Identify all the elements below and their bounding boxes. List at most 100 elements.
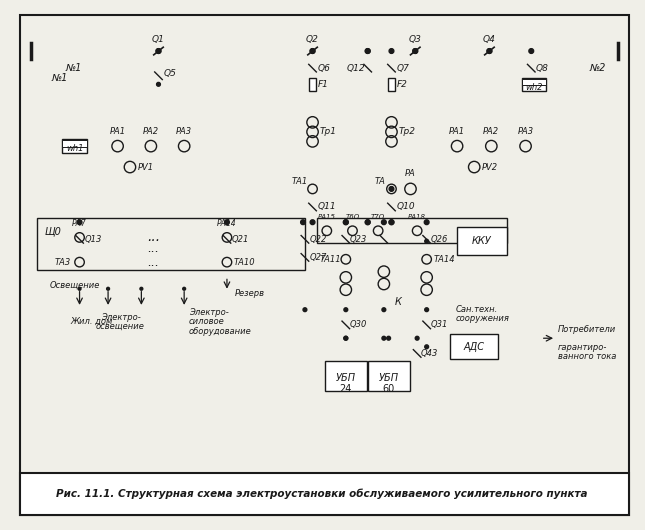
Circle shape [382,308,386,312]
Text: Q1: Q1 [152,36,165,45]
Text: Q23: Q23 [350,235,367,244]
Circle shape [381,220,386,225]
Text: УБП: УБП [336,373,356,383]
Text: К: К [395,297,402,307]
Circle shape [343,220,348,225]
Bar [37,218,305,270]
Bar [63,139,87,153]
Text: РА: РА [405,170,416,179]
Circle shape [529,49,533,54]
Text: ККУ: ККУ [472,236,491,246]
Text: ТА1: ТА1 [292,177,308,186]
Circle shape [224,220,230,225]
Circle shape [365,220,370,225]
Text: силовое: силовое [189,317,224,326]
Bar [325,361,367,392]
Text: Сан.техн.: Сан.техн. [455,305,497,314]
Circle shape [425,308,428,312]
Bar [388,78,395,91]
Text: Q43: Q43 [421,349,439,358]
Text: Q7: Q7 [396,64,409,73]
Text: Q13: Q13 [84,235,102,244]
Text: Q27: Q27 [310,253,327,262]
Circle shape [413,49,417,54]
Text: Q5: Q5 [163,69,176,78]
Text: №1: №1 [65,63,82,73]
Text: Тр1: Тр1 [319,127,336,136]
Text: wh1: wh1 [66,145,84,154]
Circle shape [425,240,428,243]
Text: Электро-: Электро- [189,308,229,317]
Circle shape [140,287,143,290]
Text: Q21: Q21 [232,235,249,244]
Text: Потребители: Потребители [558,325,616,334]
Text: РА2: РА2 [483,127,499,136]
Text: Q10: Q10 [396,202,415,211]
Circle shape [303,308,307,312]
Bar [450,334,498,359]
Text: РА2: РА2 [143,127,159,136]
Circle shape [389,49,394,54]
Circle shape [389,220,394,225]
Circle shape [413,49,417,54]
Text: РА1: РА1 [110,127,126,136]
Text: освещение: освещение [96,322,145,331]
Text: Q31: Q31 [430,321,448,330]
Text: Q3: Q3 [409,36,422,45]
Text: Т6О: Т6О [345,214,360,220]
Circle shape [310,49,315,54]
Text: Электро-: Электро- [101,313,141,322]
Circle shape [424,220,429,225]
Circle shape [487,49,491,54]
Text: Q2: Q2 [306,36,319,45]
Text: ТА14: ТА14 [433,255,455,264]
Circle shape [387,337,390,340]
Circle shape [157,82,161,86]
Text: РА3: РА3 [517,127,533,136]
Text: РА18: РА18 [408,214,426,220]
Text: Рис. 11.1. Структурная схема электроустановки обслуживаемого усилительного пункт: Рис. 11.1. Структурная схема электроуста… [56,489,588,499]
Circle shape [389,220,394,225]
Text: ...: ... [148,255,160,269]
Text: Q4: Q4 [483,36,496,45]
Text: РА3: РА3 [176,127,192,136]
Text: Щ0: Щ0 [45,226,61,236]
Text: ТА10: ТА10 [233,258,255,267]
Circle shape [77,220,82,225]
Circle shape [389,187,394,191]
Text: Q30: Q30 [350,321,367,330]
Text: Жил. дом: Жил. дом [70,317,112,326]
Text: оборудование: оборудование [189,327,252,336]
Circle shape [415,337,419,340]
Circle shape [382,337,386,340]
Text: Q11: Q11 [317,202,336,211]
Text: ...: ... [148,242,160,255]
Text: РV2: РV2 [482,163,498,172]
Bar [522,78,546,85]
Circle shape [344,337,348,340]
Text: гарантиро-: гарантиро- [558,343,607,352]
Bar [522,78,546,91]
Text: РА15: РА15 [318,214,336,220]
Circle shape [425,345,428,349]
Text: ТА3: ТА3 [55,258,71,267]
Text: ТА11: ТА11 [319,255,341,264]
Text: РА14: РА14 [217,219,237,228]
Circle shape [183,287,186,290]
Text: №1: №1 [52,73,68,83]
Text: 60: 60 [382,384,395,394]
Text: F1: F1 [318,80,329,89]
Bar [457,227,506,255]
Text: Q8: Q8 [536,64,549,73]
Circle shape [301,220,305,225]
Bar [368,361,410,392]
Circle shape [310,220,315,225]
Circle shape [487,49,491,54]
Text: АДС: АДС [464,342,484,352]
Circle shape [343,220,348,225]
Text: РА7: РА7 [72,219,87,228]
Bar [19,473,630,515]
Text: РV1: РV1 [137,163,154,172]
Circle shape [156,49,161,54]
Text: Q22: Q22 [310,235,327,244]
